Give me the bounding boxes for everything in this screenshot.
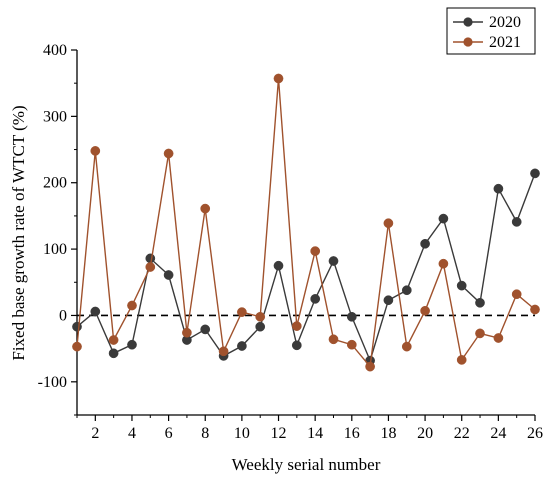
series-line-2021 [76,78,536,369]
data-point-2020 [511,217,522,227]
x-tick-label: 14 [307,425,323,442]
data-point-2021 [365,361,375,372]
data-point-2020 [237,341,247,351]
x-tick-label: 8 [201,425,209,442]
data-point-2021 [438,258,449,269]
data-point-2021 [456,355,467,365]
data-point-2021 [145,262,156,272]
data-point-2020 [456,280,467,291]
data-point-2020 [401,285,412,296]
data-point-2020 [475,297,485,308]
data-point-2021 [273,73,284,84]
data-point-2020 [255,321,266,332]
data-point-2020 [273,260,284,271]
x-tick-label: 20 [417,425,433,442]
data-point-2021 [163,148,174,159]
data-point-2021 [530,304,540,315]
data-point-2021 [90,146,101,156]
series-2021 [72,73,540,372]
data-point-2021 [328,334,339,345]
x-tick-label: 4 [128,425,136,442]
y-tick-label: 200 [43,175,67,192]
data-point-2021 [291,321,302,331]
x-tick-label: 16 [344,425,360,442]
data-point-2020 [530,168,540,179]
x-tick-label: 12 [271,425,287,442]
x-tick-label: 2 [91,425,99,442]
x-tick-label: 26 [527,425,543,442]
x-tick-label: 22 [454,425,470,442]
data-point-2020 [310,294,321,304]
x-axis-label: Weekly serial number [232,455,381,474]
y-tick-label: -100 [38,374,67,391]
data-point-2021 [475,328,485,339]
data-point-2021 [72,341,82,352]
data-point-2021 [237,307,247,317]
axis-labels: Weekly serial number Fixed base growth r… [9,105,381,474]
legend-label-2020: 2020 [489,14,521,31]
data-point-2020 [163,270,174,280]
data-point-2020 [346,311,357,322]
legend-label-2021: 2021 [489,34,521,51]
series-2020 [72,168,540,366]
data-point-2020 [420,238,430,249]
data-point-2020 [200,324,211,335]
data-point-2020 [108,348,119,359]
data-point-2021 [218,346,229,357]
data-point-2021 [108,335,119,345]
legend-marker-2020 [463,17,473,27]
x-tick-label: 18 [380,425,396,442]
data-point-2021 [511,289,522,300]
x-tick-label: 24 [490,425,506,442]
data-point-2021 [182,327,192,338]
data-point-2020 [127,339,137,350]
data-point-2020 [145,253,156,264]
data-point-2020 [291,340,302,351]
legend-marker-2021 [463,37,473,47]
y-tick-label: 0 [59,307,67,324]
series-group [72,73,540,372]
legend-box [446,7,536,55]
data-point-2020 [493,183,504,194]
data-point-2021 [493,333,504,343]
data-point-2021 [383,218,394,229]
x-tick-label: 6 [165,425,173,442]
data-point-2020 [328,256,339,266]
data-point-2020 [438,213,449,224]
x-tick-label: 10 [234,425,250,442]
data-point-2021 [127,300,137,311]
legend: 2020 2021 [446,7,536,55]
y-tick-label: 400 [43,42,67,59]
data-point-2020 [72,321,82,332]
data-point-2021 [401,341,412,352]
data-point-2021 [346,339,357,350]
data-point-2020 [383,295,394,306]
y-tick-label: 100 [43,241,67,258]
data-point-2021 [200,203,211,214]
data-point-2021 [310,246,321,256]
y-axis-label: Fixed base growth rate of WTCT (%) [9,105,28,360]
data-point-2021 [255,311,266,322]
data-point-2021 [420,305,430,316]
data-point-2020 [90,306,101,317]
y-tick-label: 300 [43,108,67,125]
